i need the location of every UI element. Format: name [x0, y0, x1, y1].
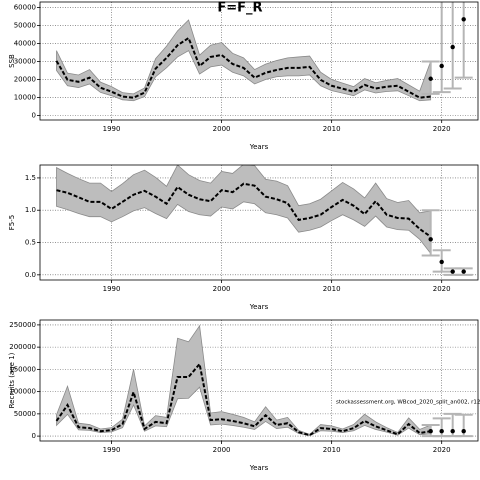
y-tick-label: 0 [32, 432, 36, 440]
forecast-point [428, 237, 433, 242]
y-tick-label: 40000 [14, 39, 36, 47]
y-tick-label: 1.0 [25, 206, 36, 214]
forecast-point [450, 429, 455, 434]
x-tick-label: 2010 [323, 285, 341, 293]
forecast-point [439, 429, 444, 434]
plot-frame [39, 164, 479, 281]
plot-area [40, 320, 478, 441]
x-tick-label: 2010 [323, 446, 341, 454]
x-tick-label: 2020 [433, 285, 451, 293]
y-tick-label: 50000 [14, 410, 36, 418]
x-tick-label: 2020 [433, 446, 451, 454]
forecast-point [428, 76, 433, 81]
forecast-point [428, 429, 433, 434]
plot-area [40, 2, 478, 120]
y-tick-label: 20000 [14, 75, 36, 83]
x-tick-label: 1990 [103, 285, 121, 293]
y-tick-label: 150000 [9, 365, 36, 373]
plot-frame [39, 1, 479, 121]
x-tick-label: 2000 [213, 285, 231, 293]
annotation: stockassessment.org, WBcod_2020_split_an… [336, 400, 480, 406]
median-line [55, 36, 431, 99]
y-axis-label: F5-5 [8, 215, 16, 230]
confidence-band [56, 19, 432, 102]
y-tick-label: 0 [32, 111, 36, 119]
y-tick-label: 200000 [9, 343, 36, 351]
forecast-point [439, 63, 444, 69]
forecast-point [450, 269, 455, 274]
x-axis-label: Years [249, 303, 269, 311]
y-tick-label: 250000 [9, 321, 36, 329]
plot-frame [39, 319, 479, 442]
forecast-point [461, 429, 466, 434]
forecast-point [450, 44, 455, 50]
x-axis-label: Years [249, 143, 269, 151]
y-axis-label: Recruits (age 1) [8, 352, 16, 408]
x-tick-label: 2000 [213, 446, 231, 454]
chart-title: F=F_R [217, 1, 262, 16]
x-axis-label: Years [249, 464, 269, 472]
y-tick-label: 60000 [14, 3, 36, 11]
forecast-point [461, 269, 466, 274]
plot-area [40, 165, 478, 280]
y-tick-label: 50000 [14, 21, 36, 29]
y-tick-label: 10000 [14, 93, 36, 101]
x-tick-label: 2000 [213, 125, 231, 133]
median-line [55, 361, 431, 437]
y-tick-label: 30000 [14, 57, 36, 65]
forecast-point [439, 259, 444, 265]
confidence-band [56, 324, 432, 437]
y-tick-label: 0.5 [25, 239, 36, 247]
y-tick-label: 100000 [9, 388, 36, 396]
forecast-point [461, 17, 466, 22]
x-tick-label: 2010 [323, 125, 341, 133]
y-axis-label: SSB [8, 54, 16, 68]
x-tick-label: 1990 [103, 446, 121, 454]
y-tick-label: 0.0 [25, 271, 36, 279]
x-tick-label: 1990 [103, 125, 121, 133]
y-tick-label: 1.5 [25, 174, 36, 182]
median-line [56, 182, 432, 238]
x-tick-label: 2020 [433, 125, 451, 133]
